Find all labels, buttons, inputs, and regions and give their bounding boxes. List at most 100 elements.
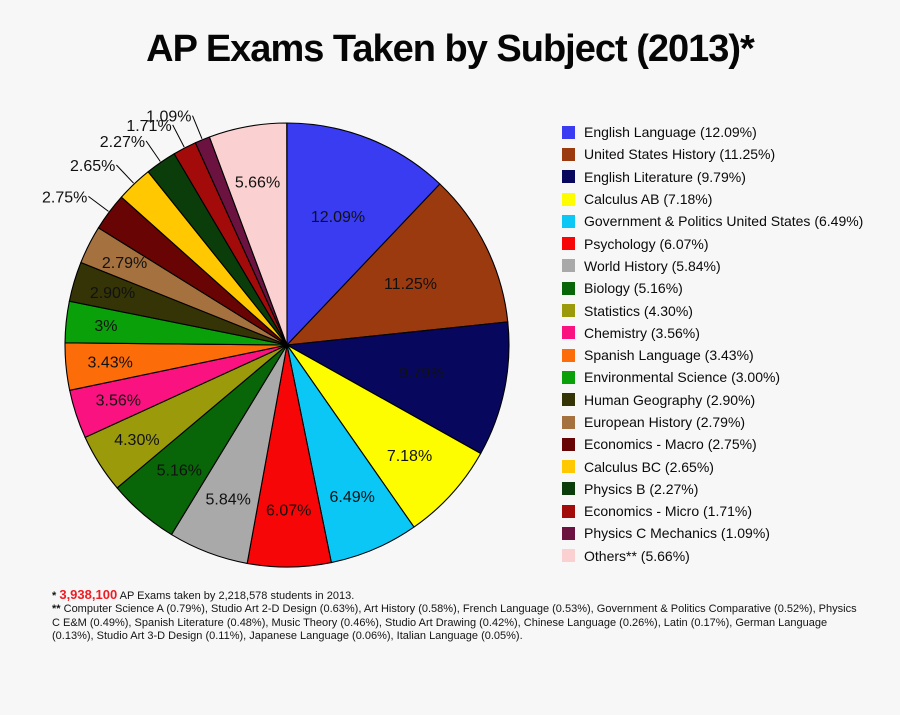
legend-item-calculus-bc: Calculus BC (2.65%) [562,455,863,477]
legend-item-calculus-ab: Calculus AB (7.18%) [562,188,863,210]
footnote-total: * 3,938,100 AP Exams taken by 2,218,578 … [52,588,867,603]
legend-swatch-psychology [562,237,575,251]
legend-label-statistics: Statistics (4.30%) [584,302,693,319]
legend-label-economics-macro: Economics - Macro (2.75%) [584,436,757,453]
legend-swatch-human-geography [562,393,575,407]
slice-label-chemistry: 3.56% [96,392,141,409]
legend-label-government-politics-united-states: Government & Politics United States (6.4… [584,213,864,230]
legend-item-human-geography: Human Geography (2.90%) [562,389,863,411]
legend-item-economics-macro: Economics - Macro (2.75%) [562,433,863,455]
label-leader-line-physics-c-mechanics [192,115,203,139]
pie-slice-english-literature [286,321,510,455]
legend-label-spanish-language: Spanish Language (3.43%) [584,347,754,364]
pie-slice-english-language [286,122,441,346]
legend-swatch-english-language [562,125,575,139]
slice-label-calculus-bc: 2.65% [70,158,115,175]
legend-item-world-history: World History (5.84%) [562,255,863,277]
legend-swatch-calculus-bc [562,460,575,474]
legend-item-environmental-science: Environmental Science (3.00%) [562,366,863,388]
pie-chart: 12.09% 11.25% 9.79% 7.18% 6.49% 6.07% 5.84%5.1… [42,109,510,568]
legend-swatch-economics-micro [562,504,575,518]
slice-label-calculus-ab: 7.18% [387,448,432,465]
legend-item-spanish-language: Spanish Language (3.43%) [562,344,863,366]
label-leader-line-physics-b [145,140,161,162]
footnote-total-number: 3,938,100 [59,587,118,602]
slice-label-physics-c-mechanics: 1.09% [146,109,191,126]
legend: English Language (12.09%) United States H… [562,121,863,567]
legend-label-physics-c-mechanics: Physics C Mechanics (1.09%) [584,525,770,542]
legend-swatch-european-history [562,415,575,429]
footnote-doublestar-marker: ** [52,603,61,616]
legend-label-european-history: European History (2.79%) [584,414,746,430]
legend-swatch-economics-macro [562,437,575,451]
label-leader-line-economics-macro [88,195,109,212]
slice-label-united-states-history: 11.25% [384,276,437,293]
slice-label-economics-macro: 2.75% [42,189,87,206]
slice-label-economics-micro: 1.71% [126,118,171,135]
chart-title: AP Exams Taken by Subject (2013)* [146,28,755,70]
legend-swatch-chemistry [562,326,575,340]
legend-label-biology: Biology (5.16%) [584,280,683,297]
legend-item-physics-c-mechanics: Physics C Mechanics (1.09%) [562,522,863,544]
slice-label-world-history: 5.84% [206,492,251,509]
slice-label-government-politics-united-states: 6.49% [330,489,375,506]
legend-item-government-politics-united-states: Government & Politics United States (6.4… [562,210,863,232]
label-leader-line-calculus-bc [116,164,134,184]
legend-swatch-united-states-history [562,147,575,161]
slice-label-english-literature: 9.79% [399,365,444,382]
legend-label-world-history: World History (5.84%) [584,257,721,274]
pie-slice-calculus-ab [286,344,482,528]
legend-label-calculus-ab: Calculus AB (7.18%) [584,191,713,208]
pie-slice-others [208,122,288,346]
legend-swatch-calculus-ab [562,192,575,206]
legend-item-english-language: English Language (12.09%) [562,121,863,143]
legend-swatch-environmental-science [562,370,575,384]
slice-label-biology: 5.16% [157,463,202,480]
slice-label-human-geography: 2.90% [90,285,135,302]
legend-label-physics-b: Physics B (2.27%) [584,480,699,497]
legend-swatch-biology [562,281,575,295]
legend-item-biology: Biology (5.16%) [562,277,863,299]
legend-label-environmental-science: Environmental Science (3.00%) [584,369,781,386]
legend-item-chemistry: Chemistry (3.56%) [562,322,863,344]
slice-label-european-history: 2.79% [102,255,147,272]
legend-swatch-statistics [562,304,575,318]
legend-label-human-geography: Human Geography (2.90%) [584,391,756,408]
legend-label-economics-micro: Economics - Micro (1.71%) [584,503,753,520]
slice-label-statistics: 4.30% [114,432,159,449]
label-leader-line-economics-micro [172,124,185,148]
legend-item-physics-b: Physics B (2.27%) [562,478,863,500]
legend-swatch-physics-c-mechanics [562,526,575,540]
legend-label-english-literature: English Literature (9.79%) [584,168,746,185]
legend-label-psychology: Psychology (6.07%) [584,235,709,252]
slice-label-environmental-science: 3% [94,318,117,335]
legend-swatch-english-literature [562,170,575,184]
footnote-others: ** Computer Science A (0.79%), Studio Ar… [52,603,867,643]
legend-item-others: Others** (5.66%) [562,545,863,567]
legend-swatch-physics-b [562,482,575,496]
legend-label-united-states-history: United States History (11.25%) [584,146,776,163]
legend-label-chemistry: Chemistry (3.56%) [584,324,700,341]
footnote-others-text: Computer Science A (0.79%), Studio Art 2… [52,603,857,642]
slice-label-others: 5.66% [235,174,280,191]
legend-item-european-history: European History (2.79%) [562,411,863,433]
legend-swatch-world-history [562,259,575,273]
legend-label-english-language: English Language (12.09%) [584,124,757,141]
legend-item-economics-micro: Economics - Micro (1.71%) [562,500,863,522]
footnote-total-text: AP Exams taken by 2,218,578 students in … [119,590,355,602]
legend-item-psychology: Psychology (6.07%) [562,232,863,254]
slice-label-spanish-language: 3.43% [88,354,133,371]
legend-swatch-government-politics-united-states [562,214,575,228]
slice-label-psychology: 6.07% [266,502,311,519]
legend-swatch-spanish-language [562,348,575,362]
legend-item-statistics: Statistics (4.30%) [562,299,863,321]
legend-item-united-states-history: United States History (11.25%) [562,143,863,165]
slice-label-english-language: 12.09% [311,209,365,226]
slice-label-physics-b: 2.27% [100,134,145,151]
legend-label-calculus-bc: Calculus BC (2.65%) [584,458,714,475]
legend-item-english-literature: English Literature (9.79%) [562,166,863,188]
legend-label-others: Others** (5.66%) [584,547,690,564]
footnotes: * 3,938,100 AP Exams taken by 2,218,578 … [52,588,867,643]
footnote-star-marker: * [52,590,57,602]
legend-swatch-others [562,549,575,563]
